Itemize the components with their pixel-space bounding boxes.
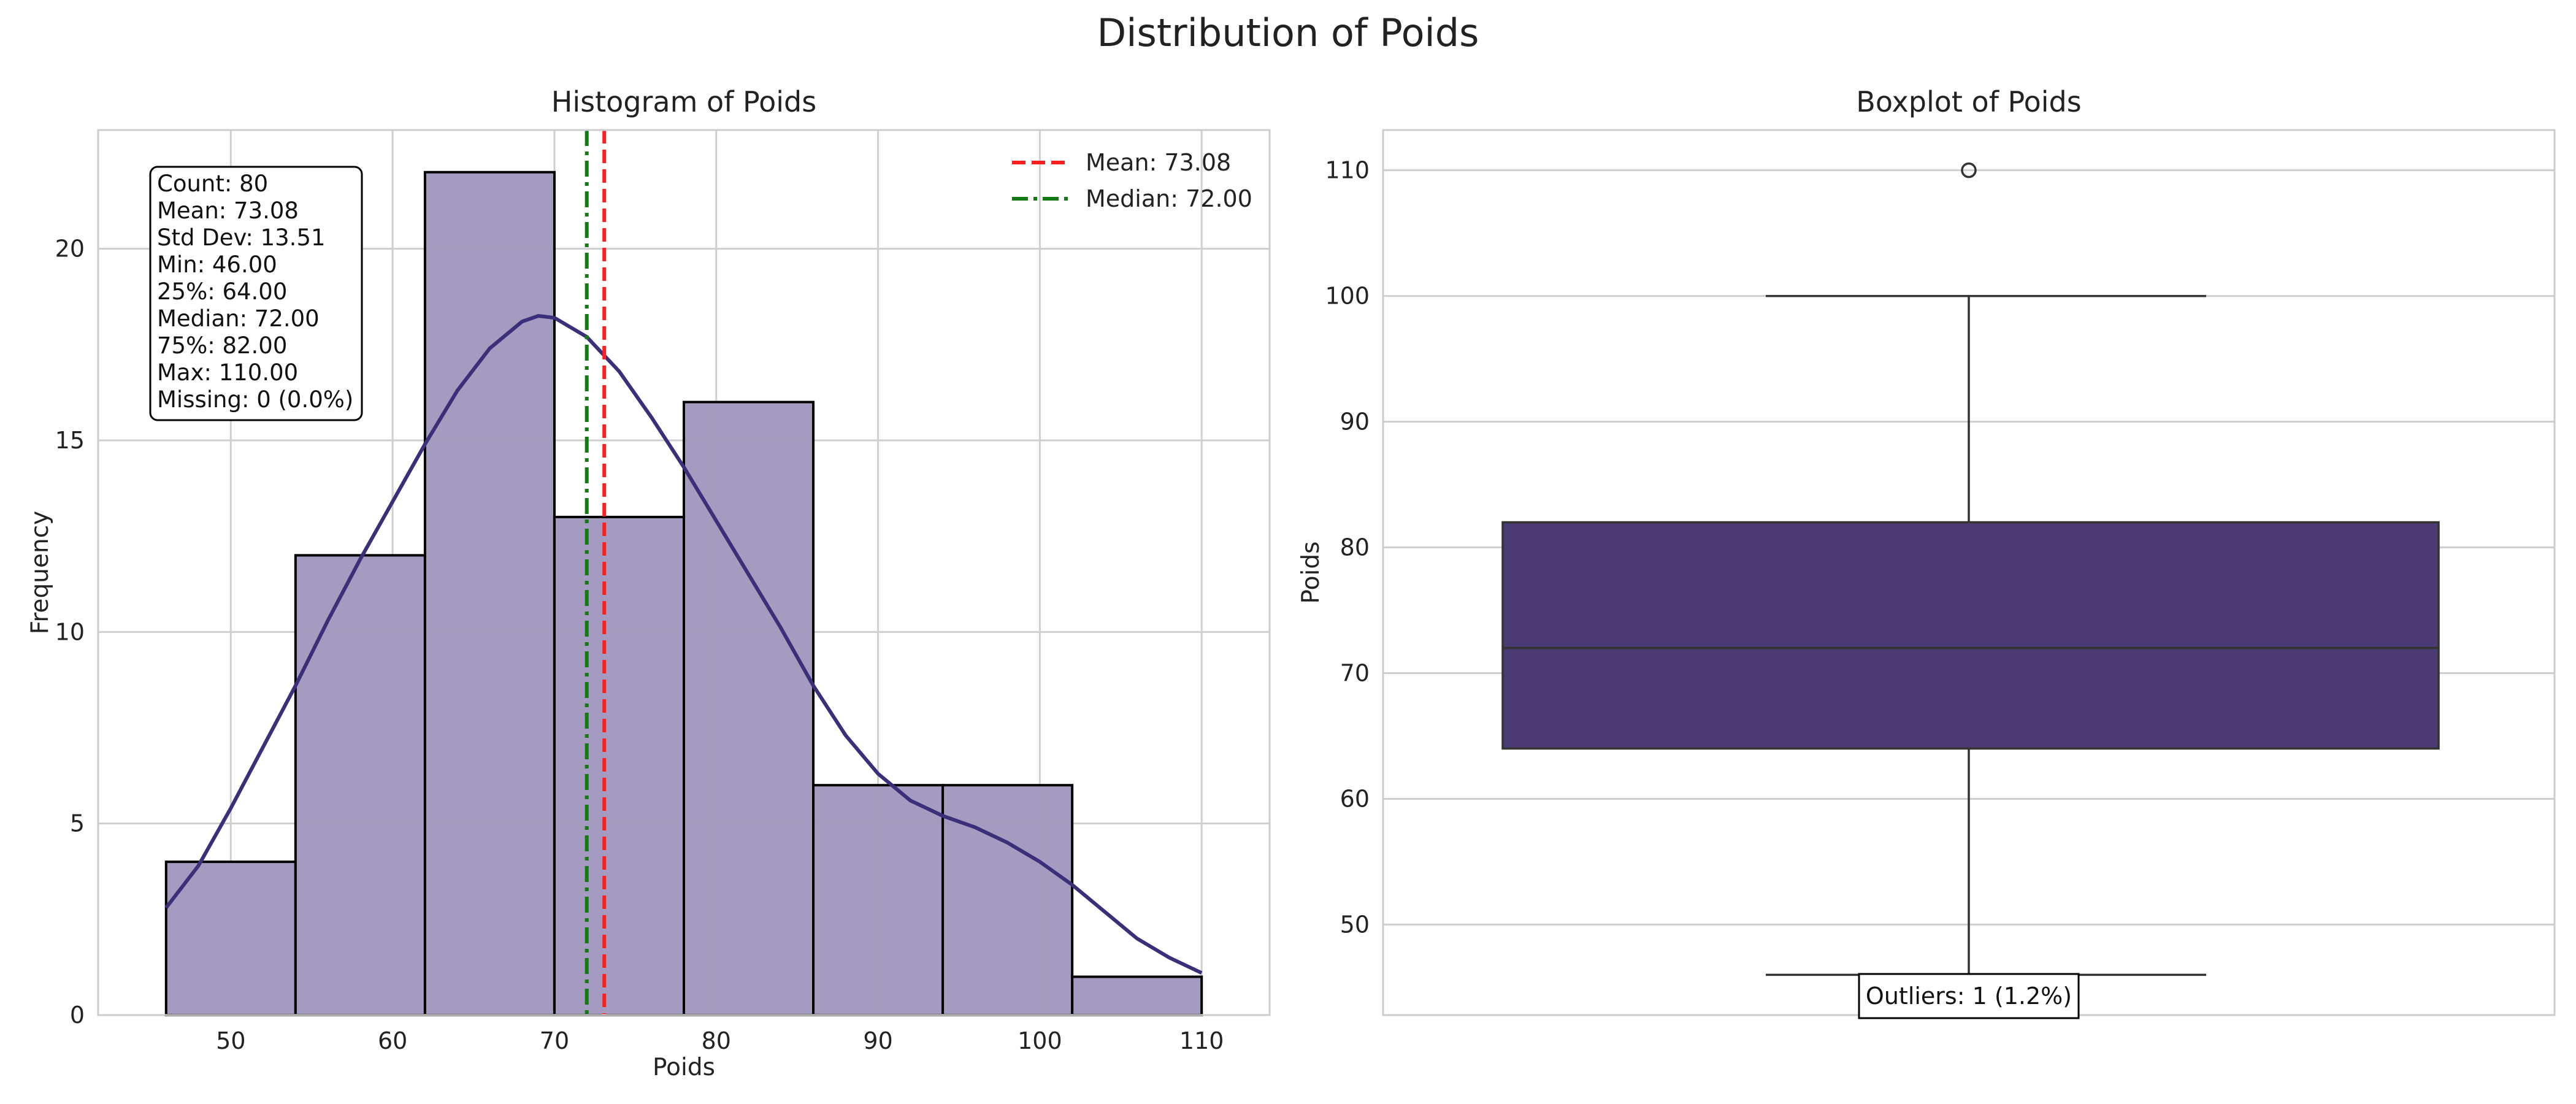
y-tick-label: 100 [1325,283,1370,310]
histogram-bar [294,554,426,1016]
legend-mean-label: Mean: 73.08 [1086,149,1231,176]
y-axis-label: Frequency [26,511,54,634]
histogram-bar [553,515,685,1016]
y-tick-label: 0 [70,1002,85,1029]
stats-line: Missing: 0 (0.0%) [157,386,353,413]
histogram-title: Histogram of Poids [551,85,816,118]
y-tick-label: 10 [55,618,85,645]
y-tick-label: 70 [1340,659,1370,686]
y-tick-label: 20 [55,236,85,263]
y-tick-label: 90 [1340,408,1370,435]
x-tick-label: 110 [1179,1027,1224,1054]
histogram-bar [812,784,945,1017]
histogram-bar [941,784,1074,1017]
stats-line: Max: 110.00 [157,359,298,386]
outlier-annotation: Outliers: 1 (1.2%) [1866,983,2072,1010]
stats-box [149,166,363,421]
stats-line: Median: 72.00 [157,305,320,332]
x-tick-label: 90 [863,1027,892,1054]
boxplot-panel: 50 60 70 80 90 100 110 Boxplot of Poids Poids Out… [1297,85,2556,1019]
iqr-box [1501,521,2440,750]
x-tick-label: 80 [702,1027,731,1054]
histogram-panel: 50 60 70 80 90 100 110 0 5 10 15 20 Histogram of Poi… [26,85,1271,1081]
figure-title: Distribution of Poids [1097,10,1479,55]
y-tick-label: 60 [1340,785,1370,812]
histogram-bar [164,861,297,1017]
y-axis-label: Poids [1297,542,1325,604]
legend-median-label: Median: 72.00 [1086,185,1252,212]
x-tick-label: 50 [216,1027,245,1054]
y-tick-label: 50 [1340,911,1370,938]
y-tick-label: 110 [1325,157,1370,184]
x-tick-label: 70 [540,1027,569,1054]
y-tick-label: 5 [70,810,85,837]
kde-line [164,313,1203,975]
stats-line: Std Dev: 13.51 [157,224,326,251]
y-tick-label: 80 [1340,534,1370,561]
stats-line: Mean: 73.08 [157,197,299,224]
y-tick-label: 15 [55,427,85,454]
stats-line: 25%: 64.00 [157,278,287,305]
outlier-point [1961,162,1977,178]
boxplot-title: Boxplot of Poids [1856,85,2081,118]
histogram-bar [1071,975,1203,1017]
x-axis-label: Poids [653,1054,715,1081]
x-tick-label: 100 [1018,1027,1062,1054]
histogram-bar [683,401,815,1016]
stats-line: 75%: 82.00 [157,332,287,359]
stats-line: Count: 80 [157,171,268,197]
histogram-frame [97,129,1271,1016]
outlier-annotation-box [1858,973,2080,1019]
stats-line: Min: 46.00 [157,251,277,278]
x-tick-label: 60 [378,1027,407,1054]
histogram-bar [423,171,556,1017]
